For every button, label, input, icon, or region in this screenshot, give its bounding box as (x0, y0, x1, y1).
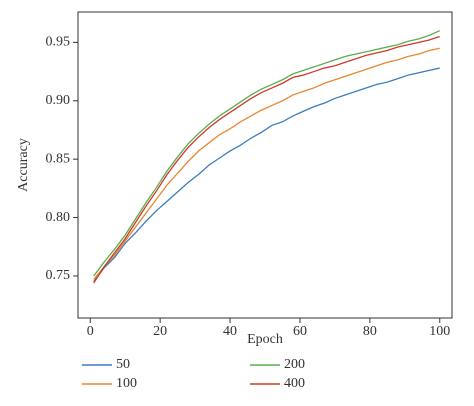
x-tick-label: 20 (153, 324, 167, 339)
y-tick-label: 0.85 (46, 151, 71, 166)
y-tick-label: 0.75 (46, 268, 71, 283)
y-axis-label: Accuracy (16, 138, 31, 192)
data-line (93, 47, 440, 280)
x-tick-label: 0 (87, 324, 94, 339)
x-tick-label: 100 (429, 324, 450, 339)
x-tick-label: 80 (363, 324, 377, 339)
data-line (93, 35, 440, 284)
legend-label: 200 (284, 357, 305, 372)
x-tick-label: 40 (223, 324, 237, 339)
y-tick-label: 0.95 (46, 35, 71, 50)
legend-label: 50 (116, 357, 130, 372)
legend-label: 400 (284, 376, 305, 391)
data-line (93, 30, 441, 277)
data-line (93, 67, 440, 283)
x-axis-label: Epoch (247, 332, 283, 347)
y-tick-label: 0.80 (46, 210, 71, 225)
x-tick-label: 60 (293, 324, 307, 339)
plot-frame (77, 11, 453, 319)
y-tick-label: 0.90 (46, 93, 71, 108)
legend-label: 100 (116, 376, 137, 391)
